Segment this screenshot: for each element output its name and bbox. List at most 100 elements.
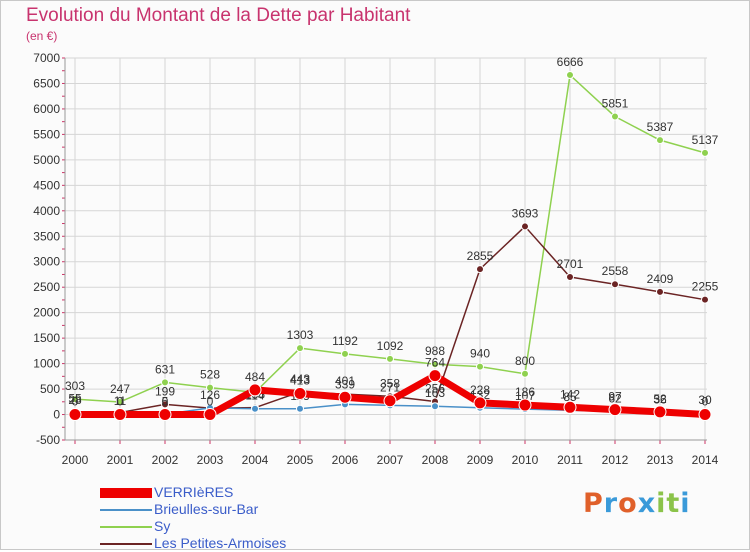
data-point-sy bbox=[161, 378, 169, 387]
x-tick-label: 2011 bbox=[557, 453, 583, 467]
x-tick-label: 2004 bbox=[242, 453, 269, 467]
data-point-sy bbox=[566, 71, 574, 80]
data-point-sy bbox=[386, 354, 394, 363]
legend-swatch bbox=[100, 509, 152, 511]
data-label-verri-res: 0 bbox=[207, 395, 214, 409]
data-point-verri-res bbox=[158, 408, 172, 422]
y-tick-label: 7000 bbox=[33, 51, 60, 65]
x-tick-label: 2012 bbox=[602, 453, 629, 467]
data-label-sy: 5851 bbox=[602, 97, 629, 111]
y-tick-label: 3500 bbox=[33, 229, 60, 243]
data-label-les-petites-armoises: 126 bbox=[200, 388, 220, 402]
data-point-sy bbox=[116, 397, 124, 406]
data-point-verri-res bbox=[608, 403, 622, 417]
x-tick-label: 2013 bbox=[647, 453, 674, 467]
data-label-sy: 1192 bbox=[332, 334, 358, 348]
y-tick-label: 1000 bbox=[33, 357, 60, 371]
x-tick-label: 2003 bbox=[197, 453, 224, 467]
data-point-les-petites-armoises bbox=[161, 400, 169, 409]
data-point-verri-res bbox=[203, 408, 217, 422]
data-label-les-petites-armoises: 2701 bbox=[557, 257, 584, 271]
data-label-verri-res: 0 bbox=[702, 395, 709, 409]
data-label-les-petites-armoises: 401 bbox=[335, 374, 355, 388]
data-label-sy: 988 bbox=[425, 344, 445, 358]
x-tick-label: 2005 bbox=[287, 453, 314, 467]
data-label-sy: 303 bbox=[65, 379, 85, 393]
data-point-sy bbox=[341, 349, 349, 358]
y-tick-label: 2500 bbox=[33, 280, 60, 294]
data-point-les-petites-armoises bbox=[476, 265, 484, 274]
data-label-brieulles-sur-bar: 30 bbox=[698, 393, 712, 407]
data-label-sy: 6666 bbox=[557, 55, 584, 69]
data-label-brieulles-sur-bar: 11 bbox=[114, 394, 127, 408]
y-tick-label: -500 bbox=[36, 433, 60, 447]
data-label-les-petites-armoises: 2255 bbox=[692, 280, 719, 294]
data-point-sy bbox=[431, 360, 439, 369]
legend-label: VERRIèRES bbox=[154, 484, 234, 500]
legend-label: Sy bbox=[154, 518, 171, 534]
y-tick-label: 1500 bbox=[33, 331, 60, 345]
chart-subtitle: (en €) bbox=[26, 29, 58, 43]
data-point-sy bbox=[701, 148, 709, 157]
y-tick-label: 5000 bbox=[33, 153, 60, 167]
data-point-sy bbox=[476, 362, 484, 371]
legend-label: Les Petites-Armoises bbox=[154, 535, 287, 551]
data-label-verri-res: 484 bbox=[245, 370, 265, 384]
data-point-brieulles-sur-bar bbox=[296, 404, 304, 413]
x-tick-label: 2001 bbox=[107, 453, 134, 467]
x-tick-label: 2008 bbox=[422, 453, 449, 467]
data-label-brieulles-sur-bar: 107 bbox=[515, 389, 535, 403]
data-point-les-petites-armoises bbox=[566, 272, 574, 281]
data-label-brieulles-sur-bar: 163 bbox=[425, 386, 445, 400]
data-point-sy bbox=[71, 395, 79, 404]
data-label-verri-res: 0 bbox=[72, 395, 79, 409]
x-tick-label: 2010 bbox=[512, 453, 539, 467]
data-label-verri-res: 142 bbox=[560, 387, 580, 401]
y-tick-label: 6500 bbox=[33, 76, 60, 90]
data-point-verri-res bbox=[293, 386, 307, 400]
data-point-les-petites-armoises bbox=[521, 222, 529, 231]
data-label-sy: 247 bbox=[110, 382, 130, 396]
data-label-verri-res: 271 bbox=[380, 381, 400, 395]
data-label-sy: 940 bbox=[470, 347, 490, 361]
x-tick-label: 2000 bbox=[62, 453, 89, 467]
y-tick-label: 0 bbox=[53, 408, 60, 422]
data-label-brieulles-sur-bar: 5 bbox=[162, 394, 169, 408]
y-tick-label: 5500 bbox=[33, 127, 60, 141]
x-tick-label: 2007 bbox=[377, 453, 404, 467]
data-label-verri-res: 186 bbox=[515, 385, 535, 399]
data-label-les-petites-armoises: 443 bbox=[290, 372, 310, 386]
data-label-les-petites-armoises: 256 bbox=[425, 381, 445, 395]
data-label-sy: 800 bbox=[515, 354, 535, 368]
proxiti-logo: Proxiti bbox=[583, 488, 691, 519]
data-label-sy: 528 bbox=[200, 368, 220, 382]
data-label-sy: 5137 bbox=[692, 133, 719, 147]
chart-title: Evolution du Montant de la Dette par Hab… bbox=[26, 5, 411, 26]
data-label-les-petites-armoises: 199 bbox=[155, 384, 175, 398]
data-label-sy: 631 bbox=[155, 362, 175, 376]
data-point-brieulles-sur-bar bbox=[431, 402, 439, 411]
data-label-verri-res: 228 bbox=[470, 383, 490, 397]
data-label-sy: 1303 bbox=[287, 328, 314, 342]
data-label-les-petites-armoises: 55 bbox=[68, 392, 82, 406]
data-point-les-petites-armoises bbox=[611, 280, 619, 289]
legend-swatch bbox=[100, 526, 152, 528]
data-point-verri-res bbox=[518, 398, 532, 412]
legend-swatch bbox=[100, 543, 152, 545]
data-label-les-petites-armoises: 2855 bbox=[467, 249, 494, 263]
data-label-verri-res: 97 bbox=[608, 390, 622, 404]
data-point-verri-res bbox=[473, 396, 487, 410]
data-label-brieulles-sur-bar: 36 bbox=[653, 393, 667, 407]
data-point-verri-res bbox=[248, 383, 262, 397]
data-label-sy: 1092 bbox=[377, 339, 404, 353]
data-point-verri-res bbox=[698, 408, 712, 422]
data-point-verri-res bbox=[113, 408, 127, 422]
legend-swatch bbox=[100, 488, 152, 498]
data-point-verri-res bbox=[68, 408, 82, 422]
data-label-sy: 5387 bbox=[647, 120, 674, 134]
data-point-verri-res bbox=[653, 405, 667, 419]
y-tick-label: 4000 bbox=[33, 204, 60, 218]
x-tick-label: 2006 bbox=[332, 453, 359, 467]
data-label-les-petites-armoises: 2409 bbox=[647, 272, 674, 286]
